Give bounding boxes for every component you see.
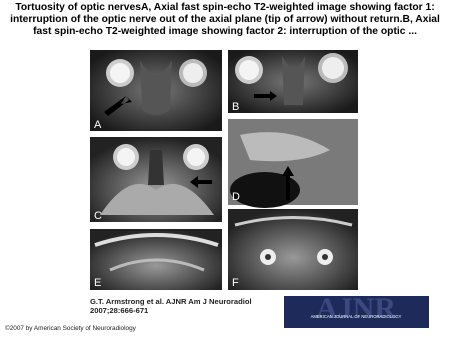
panel-d: D <box>228 119 358 208</box>
panel-label: D <box>232 191 240 203</box>
copyright: ©2007 by American Society of Neuroradiol… <box>5 325 136 332</box>
panel-label: C <box>94 210 102 222</box>
logo-subtitle: AMERICAN JOURNAL OF NEURORADIOLOGY <box>311 314 402 319</box>
panel-label: E <box>94 277 101 289</box>
panel-a: A <box>90 50 222 131</box>
panel-c: C <box>90 137 222 222</box>
panel-label: B <box>232 101 239 113</box>
panel-f: F <box>228 209 358 290</box>
panel-label: A <box>94 119 102 131</box>
logo: AJNR AMERICAN JOURNAL OF NEURORADIOLOGY <box>284 292 429 328</box>
panel-e: E <box>90 229 222 290</box>
panel-b: B <box>228 50 358 113</box>
logo-text: AJNR <box>316 292 396 325</box>
title: Tortuosity of optic nervesA, Axial fast … <box>10 2 440 37</box>
citation: G.T. Armstrong et al. AJNR Am J Neurorad… <box>90 297 252 315</box>
panel-label: F <box>232 277 239 289</box>
